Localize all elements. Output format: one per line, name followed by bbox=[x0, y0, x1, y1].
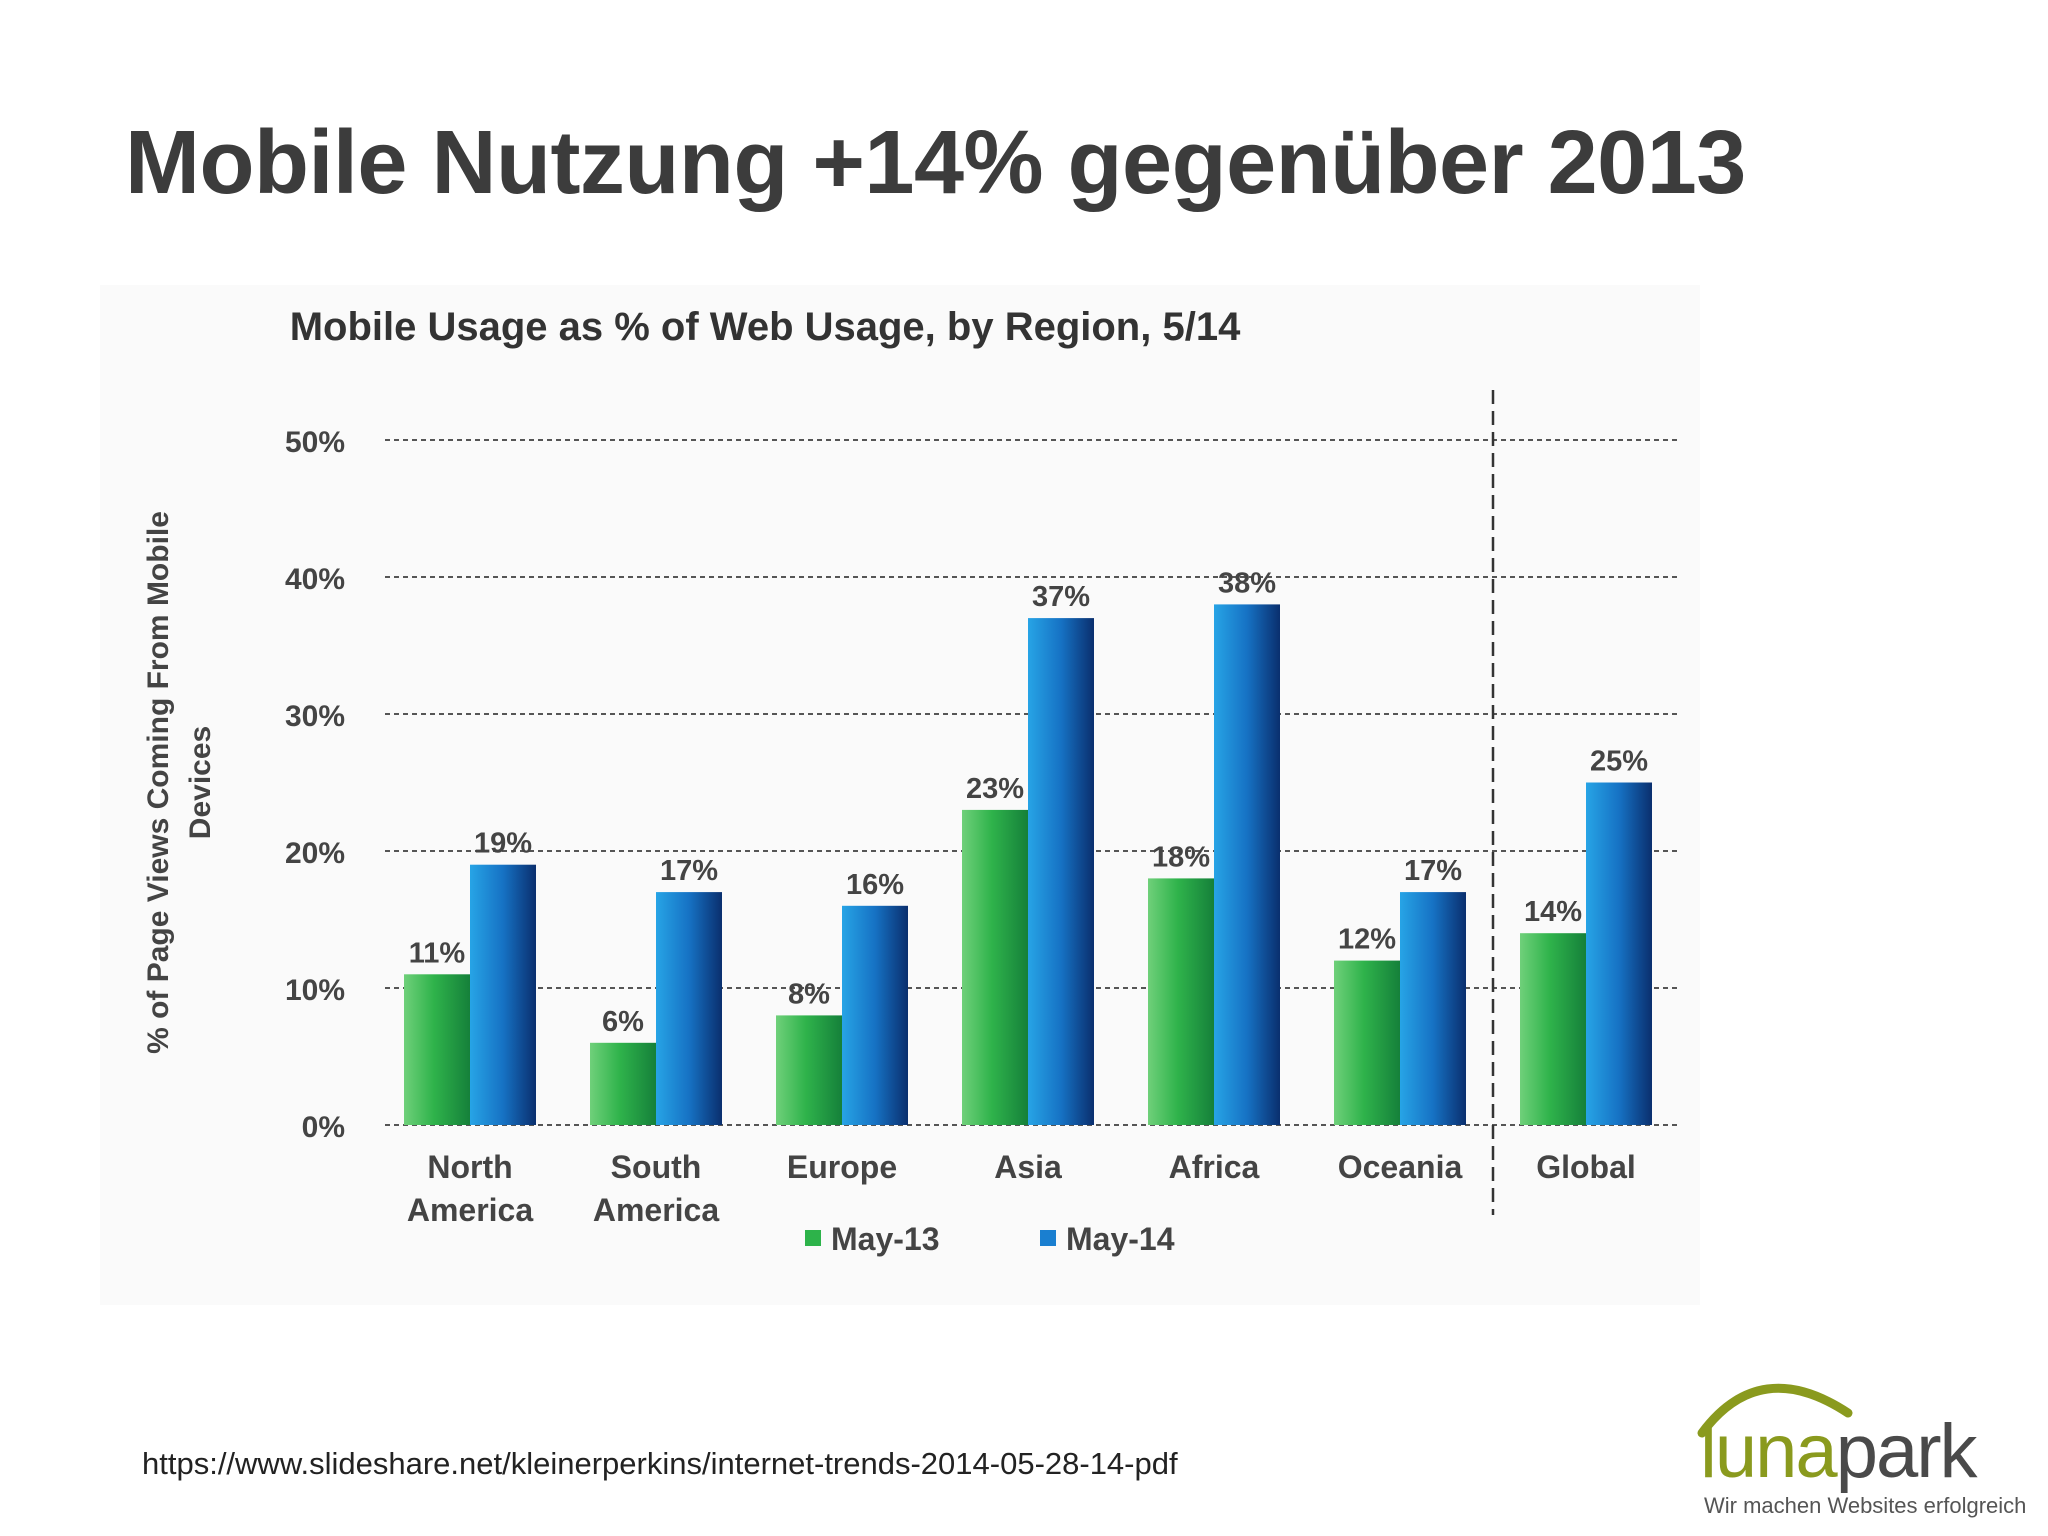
bar-may-13 bbox=[1520, 933, 1586, 1125]
bar-may-14 bbox=[470, 864, 536, 1125]
y-tick-label: 30% bbox=[285, 700, 345, 733]
bar-may-13 bbox=[776, 1015, 842, 1125]
bar-chart: Mobile Usage as % of Web Usage, by Regio… bbox=[100, 285, 1700, 1305]
y-tick-label: 20% bbox=[285, 837, 345, 870]
logo-tagline: Wir machen Websites erfolgreich bbox=[1704, 1493, 2026, 1518]
data-label: 16% bbox=[846, 869, 904, 901]
x-tick-label: Oceania bbox=[1338, 1149, 1463, 1185]
logo-wordmark: lunapark bbox=[1700, 1409, 1979, 1494]
x-tick-label: Europe bbox=[787, 1149, 897, 1185]
x-tick-label: South bbox=[611, 1149, 702, 1185]
data-label: 23% bbox=[966, 773, 1024, 805]
data-label: 6% bbox=[602, 1006, 644, 1038]
source-url: https://www.slideshare.net/kleinerperkin… bbox=[142, 1446, 1178, 1481]
chart-background bbox=[100, 285, 1700, 1305]
lunapark-logo: lunapark Wir machen Websites erfolgreich bbox=[1697, 1383, 2026, 1518]
logo-arc bbox=[1697, 1383, 1853, 1438]
y-axis-label-line: % of Page Views Coming From Mobile bbox=[142, 511, 175, 1054]
x-tick-label: America bbox=[407, 1192, 534, 1228]
slide-title: Mobile Nutzung +14% gegenüber 2013 bbox=[125, 113, 1746, 213]
data-label: 37% bbox=[1032, 581, 1090, 613]
data-label: 14% bbox=[1524, 896, 1582, 928]
x-tick-label: Africa bbox=[1169, 1149, 1260, 1185]
legend-label: May-13 bbox=[831, 1221, 940, 1257]
bar-may-13 bbox=[590, 1042, 656, 1125]
bar-may-13 bbox=[962, 809, 1028, 1125]
data-label: 11% bbox=[409, 937, 466, 969]
data-label: 8% bbox=[788, 978, 830, 1010]
logo-park: park bbox=[1836, 1409, 1979, 1494]
bar-may-14 bbox=[1028, 618, 1094, 1125]
legend-label: May-14 bbox=[1066, 1221, 1175, 1257]
bar-may-14 bbox=[1400, 892, 1466, 1125]
data-label: 17% bbox=[660, 855, 718, 887]
logo-luna: luna bbox=[1700, 1409, 1838, 1494]
legend-swatch bbox=[805, 1230, 821, 1246]
y-axis-label-line: Devices bbox=[184, 726, 217, 839]
data-label: 25% bbox=[1590, 746, 1648, 778]
bar-may-13 bbox=[1148, 878, 1214, 1125]
x-tick-label: America bbox=[593, 1192, 720, 1228]
y-tick-label: 10% bbox=[285, 974, 345, 1007]
x-tick-label: Global bbox=[1536, 1149, 1636, 1185]
legend-swatch bbox=[1040, 1230, 1056, 1246]
x-tick-label: Asia bbox=[994, 1149, 1062, 1185]
data-label: 19% bbox=[474, 828, 532, 860]
bar-may-14 bbox=[1214, 604, 1280, 1125]
chart-title: Mobile Usage as % of Web Usage, by Regio… bbox=[290, 305, 1241, 349]
chart-container: Mobile Usage as % of Web Usage, by Regio… bbox=[100, 285, 1700, 1305]
y-tick-label: 50% bbox=[285, 426, 345, 459]
data-label: 18% bbox=[1152, 841, 1210, 873]
x-tick-label: North bbox=[427, 1149, 512, 1185]
bar-may-13 bbox=[404, 974, 470, 1125]
y-tick-label: 40% bbox=[285, 563, 345, 596]
bar-may-14 bbox=[656, 892, 722, 1125]
bar-may-13 bbox=[1334, 960, 1400, 1125]
bar-may-14 bbox=[842, 905, 908, 1125]
bar-may-14 bbox=[1586, 782, 1652, 1125]
y-tick-label: 0% bbox=[302, 1111, 345, 1144]
data-label: 38% bbox=[1218, 567, 1276, 599]
data-label: 17% bbox=[1404, 855, 1462, 887]
data-label: 12% bbox=[1338, 924, 1396, 956]
